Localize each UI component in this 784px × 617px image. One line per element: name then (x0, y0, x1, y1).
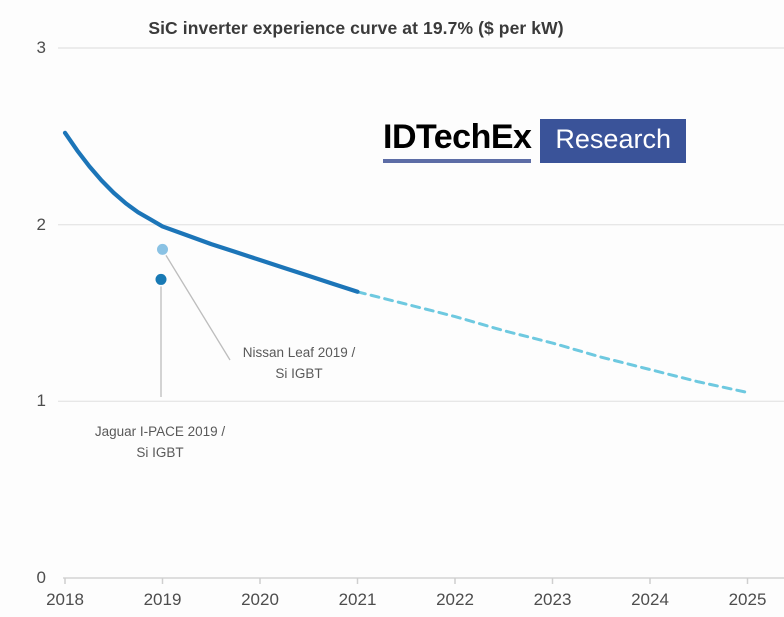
x-tick-label-2020: 2020 (241, 590, 279, 609)
x-tick-label-2022: 2022 (436, 590, 474, 609)
annotation-nissan-line2: Si IGBT (275, 365, 323, 381)
chart-title: SiC inverter experience curve at 19.7% (… (148, 18, 564, 38)
annotation-nissan-line1: Nissan Leaf 2019 / (242, 345, 356, 360)
y-tick-label-1: 1 (36, 391, 46, 411)
idtechex-logo-text: IDTechEx (383, 118, 532, 164)
idtechex-research-badge: Research (540, 119, 686, 164)
x-tick-label-2024: 2024 (631, 590, 669, 609)
y-tick-label-2: 2 (36, 214, 46, 234)
annotation-jaguar-line1: Jaguar I-PACE 2019 / (94, 424, 226, 439)
series-solid-line (62, 130, 360, 294)
x-tick-label-2023: 2023 (533, 590, 572, 609)
series-dashed-line (356, 290, 749, 394)
annotation-jaguar-line2: Si IGBT (136, 444, 184, 460)
y-tick-label-3: 3 (36, 38, 46, 57)
leader-line-nissan (165, 255, 231, 361)
annotation-nissan-leaf: Nissan Leaf 2019 / Si IGBT (218, 343, 380, 385)
x-tick-label-2018: 2018 (46, 590, 84, 609)
annotation-jaguar-ipace: Jaguar I-PACE 2019 / Si IGBT (79, 422, 241, 464)
x-tick-label-2019: 2019 (143, 590, 182, 609)
data-point-nissan (157, 243, 168, 255)
data-point-jaguar (155, 273, 167, 285)
idtechex-logo: IDTechEx Research (383, 118, 686, 164)
x-tick-label-2025: 2025 (728, 590, 767, 609)
x-tick-label-2021: 2021 (338, 590, 377, 609)
y-tick-label-0: 0 (36, 568, 46, 587)
